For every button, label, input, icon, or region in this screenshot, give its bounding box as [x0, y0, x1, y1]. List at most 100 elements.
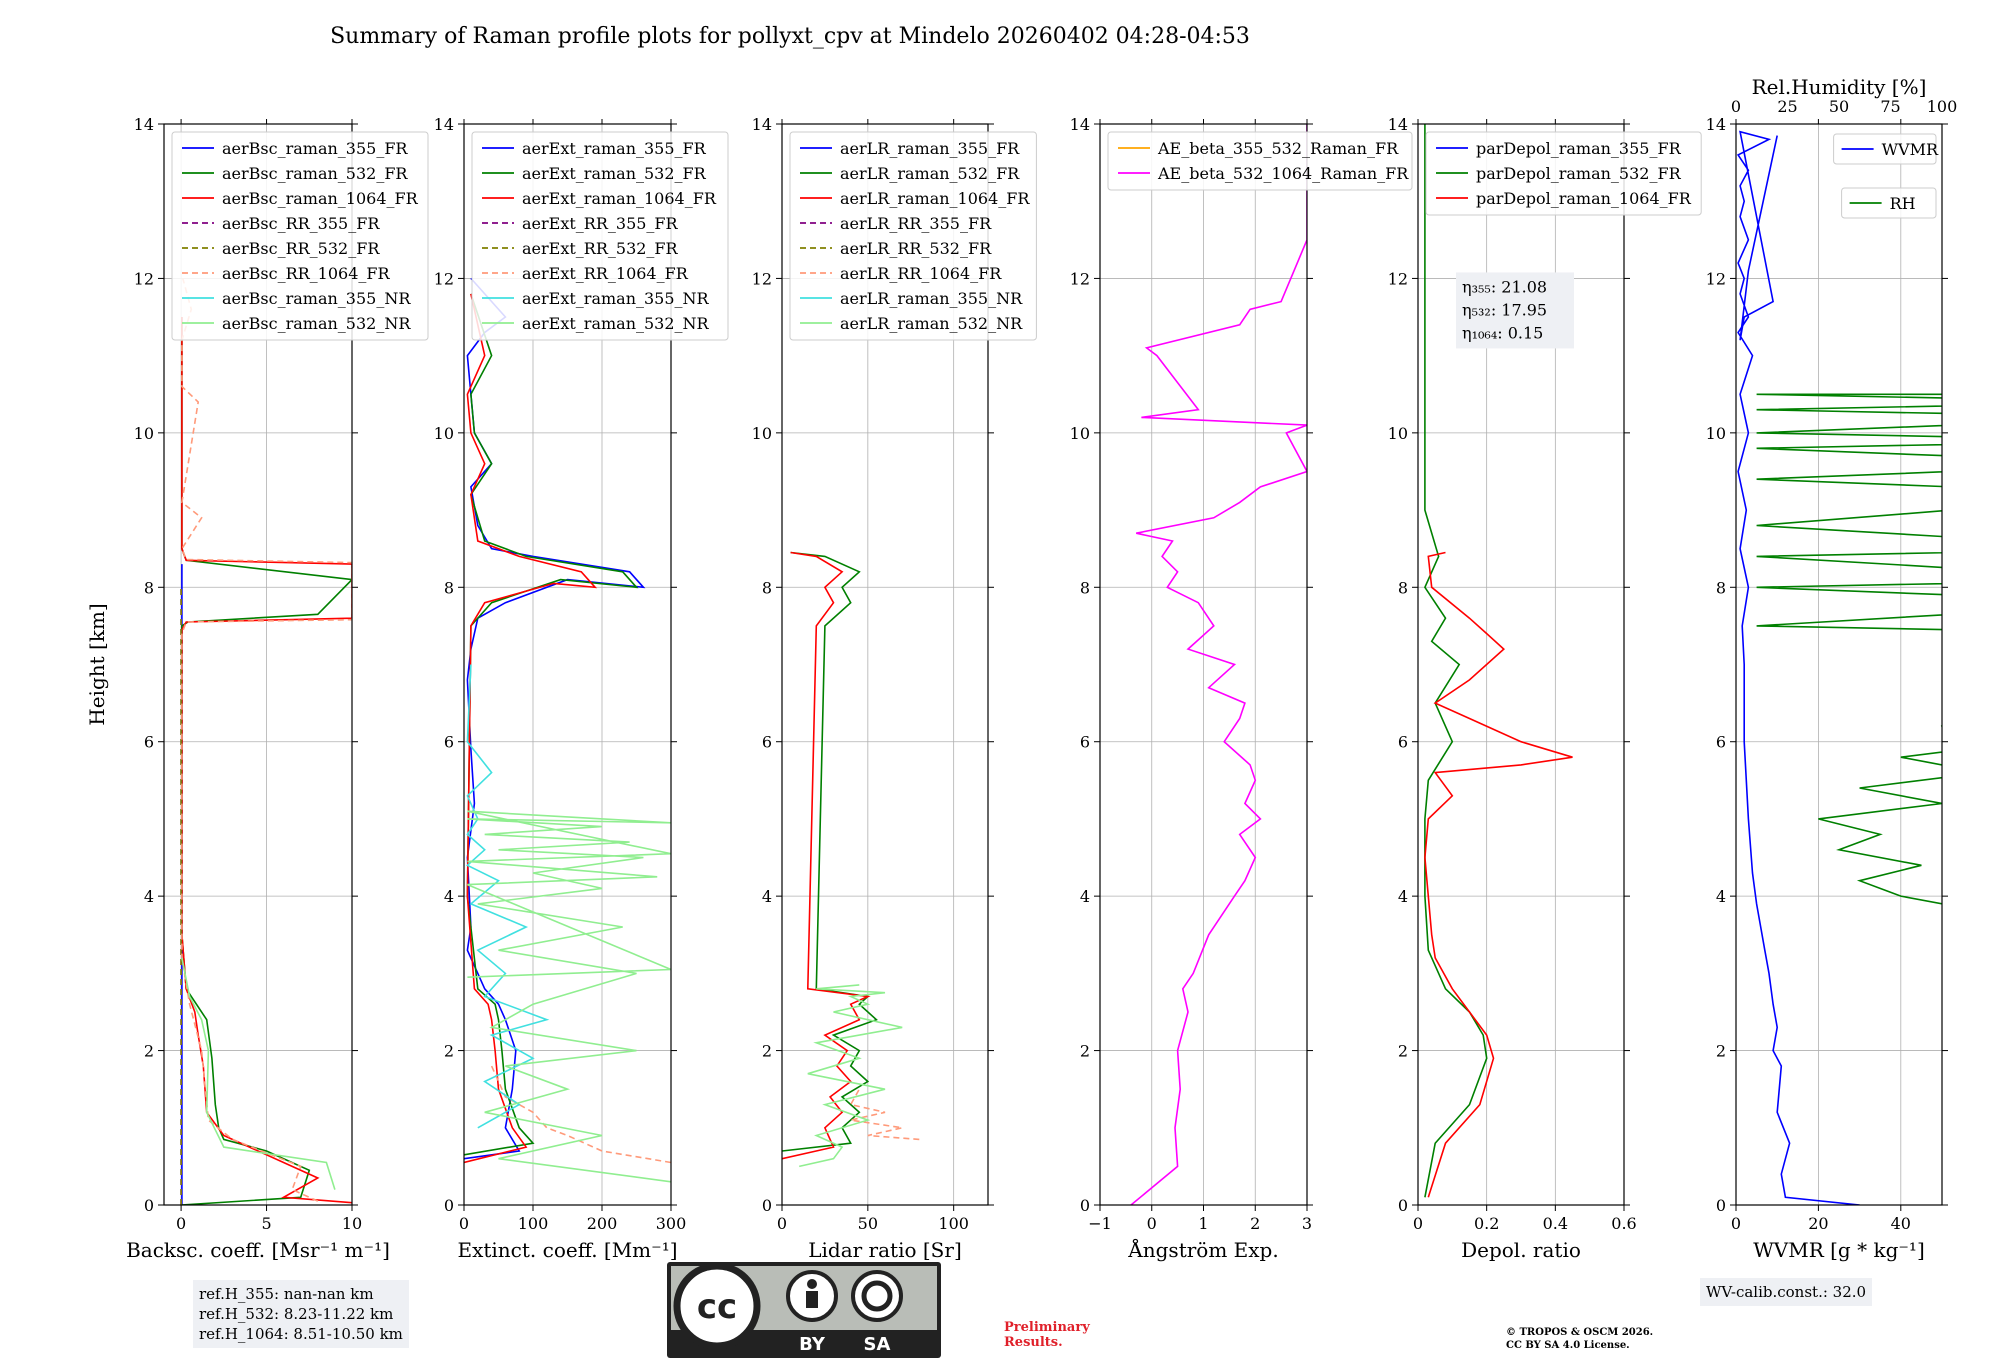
- legend: aerExt_raman_355_FR aerExt_raman_532_FRae…: [471, 131, 729, 341]
- x-tick-label: 2: [1250, 1214, 1260, 1233]
- y-tick-label: 0: [1080, 1196, 1090, 1215]
- legend-label: aerLR_raman_355_NR: [840, 289, 1023, 308]
- top-x-tick-label: 75: [1880, 97, 1900, 116]
- preliminary-note: Preliminary Results.: [1004, 1320, 1090, 1350]
- series-line-aerLR_raman_532_FR: [782, 551, 878, 1152]
- legend-label: RH: [1890, 194, 1916, 213]
- legend-label: aerExt_raman_355_NR: [522, 289, 710, 308]
- legend-label: aerBsc_raman_355_NR: [222, 289, 411, 308]
- y-tick-label: 10: [434, 424, 454, 443]
- legend-label: parDepol_raman_1064_FR: [1476, 189, 1692, 208]
- legend-label: aerLR_raman_532_FR: [840, 164, 1020, 183]
- series-line-AE_beta_532_1064_Raman_FR: [1130, 124, 1307, 1205]
- reference-height-box: ref.H_355: nan-nan km ref.H_532: 8.23-11…: [193, 1280, 409, 1348]
- top-x-axis-label: Rel.Humidity [%]: [1752, 75, 1927, 99]
- legend-label: aerBsc_raman_1064_FR: [222, 189, 419, 208]
- y-tick-label: 6: [1080, 733, 1090, 752]
- y-tick-label: 4: [1080, 887, 1090, 906]
- legend-label: aerBsc_RR_1064_FR: [222, 264, 391, 283]
- legend-label: aerLR_RR_532_FR: [840, 239, 992, 258]
- series-line-parDepol_raman_1064_FR: [1424, 551, 1573, 1198]
- legend-label: aerLR_raman_1064_FR: [840, 189, 1030, 208]
- x-tick-label: −1: [1088, 1214, 1112, 1233]
- top-x-tick-label: 50: [1829, 97, 1849, 116]
- y-tick-label: 4: [444, 887, 454, 906]
- license-sa-label: SA: [864, 1334, 891, 1355]
- legend-label: aerExt_raman_532_FR: [522, 164, 707, 183]
- series-line-aerLR_raman_532_NR: [799, 984, 903, 1168]
- y-tick-label: 8: [1716, 578, 1726, 597]
- annotation-line: η₁₀₆₄: 0.15: [1462, 323, 1543, 342]
- axes-frame: [163, 123, 353, 1206]
- axes-frame: [1417, 123, 1625, 1206]
- legend-label: aerBsc_raman_532_NR: [222, 314, 411, 333]
- y-tick-label: 8: [762, 578, 772, 597]
- x-tick-label: 100: [518, 1214, 549, 1233]
- panel-extinction: 0 100 200 300 0 2 4 6 8 10 12 14 Extinct. coeff. [Mm…: [434, 115, 729, 1262]
- legend-label: aerExt_raman_355_FR: [522, 139, 707, 158]
- y-tick-label: 10: [752, 424, 772, 443]
- y-axis-label: Height [km]: [85, 603, 109, 725]
- wv-calib-constant: WV-calib.const.: 32.0: [1706, 1283, 1867, 1301]
- legend-box: [1833, 133, 1937, 165]
- y-tick-label: 0: [444, 1196, 454, 1215]
- legend-label: aerExt_raman_532_NR: [522, 314, 710, 333]
- x-tick-label: 0: [1147, 1214, 1157, 1233]
- legend-label: WVMR: [1882, 140, 1939, 159]
- y-tick-label: 12: [434, 269, 454, 288]
- annotation-line: η₅₃₂: 17.95: [1462, 300, 1547, 319]
- top-x-tick-label: 100: [1927, 97, 1958, 116]
- x-axis-label: Ångström Exp.: [1127, 1237, 1278, 1262]
- cc-icon: [673, 1262, 761, 1350]
- legend-label: aerExt_RR_1064_FR: [522, 264, 689, 283]
- legend-label: aerLR_RR_355_FR: [840, 214, 992, 233]
- y-tick-label: 14: [434, 115, 454, 134]
- series-line-aerExt_raman_355_NR: [465, 664, 550, 1129]
- top-x-tick-label: 25: [1777, 97, 1797, 116]
- series-group: [1130, 124, 1307, 1205]
- legend: aerLR_raman_355_FR aerLR_raman_532_FR aerL…: [789, 131, 1037, 341]
- y-tick-label: 12: [134, 269, 154, 288]
- axes-frame: [1735, 123, 1943, 1206]
- legend-label: aerLR_raman_355_FR: [840, 139, 1020, 158]
- series-group: [464, 277, 671, 1183]
- series-line-WVMR: [1736, 130, 1860, 1205]
- x-tick-label: 3: [1302, 1214, 1312, 1233]
- x-tick-label: 0: [176, 1214, 186, 1233]
- y-tick-label: 4: [144, 887, 154, 906]
- legend-box: [171, 131, 429, 341]
- y-tick-label: 0: [1398, 1196, 1408, 1215]
- legend-label: aerExt_RR_355_FR: [522, 214, 679, 233]
- y-tick-label: 2: [144, 1042, 154, 1061]
- x-tick-label: 0: [1731, 1214, 1741, 1233]
- series-line-aerExt_raman_355_FR: [464, 277, 646, 1160]
- x-axis-label: Depol. ratio: [1461, 1238, 1581, 1262]
- series-line-aerExt_raman_532_NR: [467, 810, 671, 1183]
- sa-icon: [851, 1270, 903, 1322]
- x-tick-label: 0: [1413, 1214, 1423, 1233]
- x-tick-label: 0.2: [1474, 1214, 1499, 1233]
- y-tick-label: 8: [1080, 578, 1090, 597]
- series-group: [180, 278, 352, 1205]
- legend-box: [1425, 131, 1702, 216]
- y-tick-label: 6: [1716, 733, 1726, 752]
- preliminary-line-1: Preliminary: [1004, 1320, 1090, 1335]
- top-x-tick-label: 0: [1731, 97, 1741, 116]
- legend-label: aerExt_RR_532_FR: [522, 239, 679, 258]
- x-tick-label: 20: [1808, 1214, 1828, 1233]
- panel-depolarization: 0 0.2 0.4 0.6 0 2 4 6 8 10 12 14 Depol. ratio parDepo…: [1388, 115, 1702, 1262]
- legend: AE_beta_355_532_Raman_FR AE_beta_532_1064…: [1107, 131, 1413, 191]
- panel-lidar_ratio: 0 50 100 0 2 4 6 8 10 12 14 Lidar ratio [Sr] aerLR_r…: [752, 115, 1037, 1262]
- y-tick-label: 14: [1706, 115, 1726, 134]
- copyright-note: © TROPOS & OSCM 2026. CC BY SA 4.0 Licen…: [1506, 1326, 1653, 1352]
- y-tick-label: 2: [1080, 1042, 1090, 1061]
- y-tick-label: 0: [1716, 1196, 1726, 1215]
- x-axis-label: Extinct. coeff. [Mm⁻¹]: [457, 1238, 677, 1262]
- axes-frame: [781, 123, 989, 1206]
- y-tick-label: 4: [1398, 887, 1408, 906]
- eta-annotation: η₃₅₅: 21.08 η₅₃₂: 17.95 η₁₀₆₄: 0.15: [1456, 272, 1574, 349]
- legend-label: parDepol_raman_532_FR: [1476, 164, 1682, 183]
